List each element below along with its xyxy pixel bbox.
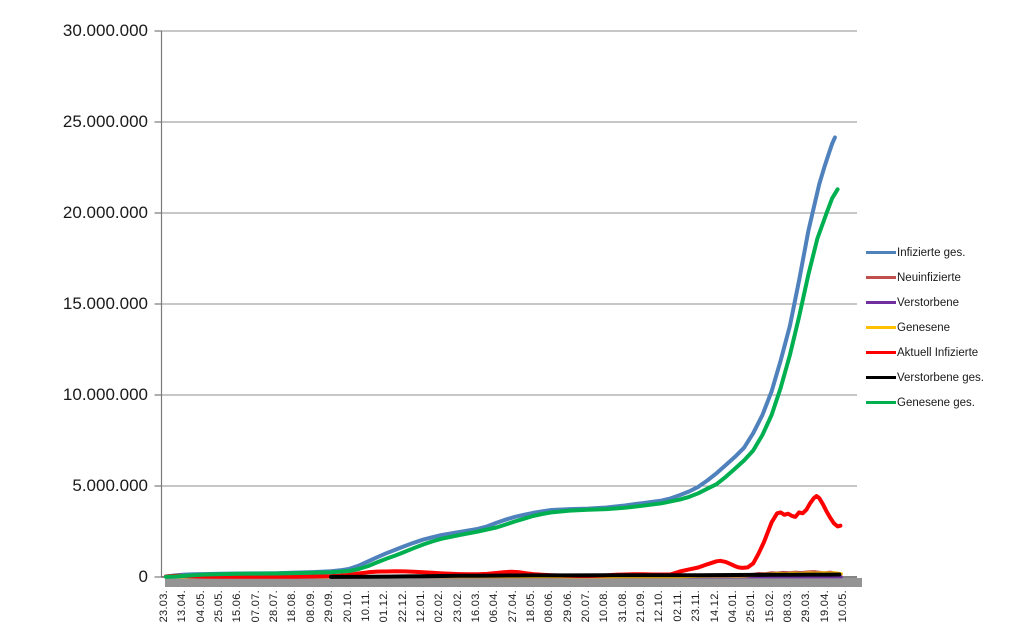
y-tick-label: 15.000.000 bbox=[62, 294, 148, 313]
legend-line-swatch bbox=[866, 401, 896, 404]
x-tick-label: 13.04. bbox=[176, 590, 189, 623]
x-tick-label: 23.11. bbox=[690, 590, 703, 622]
x-tick-label: 28.07. bbox=[268, 590, 281, 623]
x-tick-label: 08.03. bbox=[781, 590, 794, 623]
legend-label: Genesene bbox=[897, 321, 951, 334]
x-tick-label: 08.09. bbox=[304, 590, 317, 623]
x-tick-label: 12.10. bbox=[653, 590, 666, 623]
x-tick-label: 31.08. bbox=[616, 590, 629, 623]
x-tick-label: 18.08. bbox=[286, 590, 299, 623]
y-tick-label: 5.000.000 bbox=[72, 476, 148, 495]
x-tick-label: 12.01. bbox=[414, 590, 427, 623]
legend-line-swatch bbox=[866, 251, 896, 254]
x-tick-label: 01.12. bbox=[378, 590, 391, 623]
y-tick-label: 10.000.000 bbox=[62, 385, 148, 404]
x-tick-label: 23.03. bbox=[158, 590, 170, 623]
y-tick-label: 0 bbox=[138, 567, 148, 586]
x-tick-label: 21.09. bbox=[635, 590, 648, 623]
series-line bbox=[164, 135, 837, 579]
x-tick-label: 14.12. bbox=[708, 590, 721, 623]
series-line bbox=[164, 494, 843, 579]
x-tick-label: 23.02. bbox=[451, 590, 464, 623]
legend-item: Genesene ges. bbox=[866, 390, 984, 415]
legend-label: Neuinfizierte bbox=[897, 271, 961, 284]
x-tick-label: 10.11. bbox=[359, 590, 372, 622]
legend-item: Verstorbene bbox=[866, 290, 984, 315]
series-line bbox=[329, 572, 842, 579]
x-tick-label: 29.06. bbox=[561, 590, 574, 623]
x-tick-label: 07.07. bbox=[249, 590, 262, 623]
legend-label: Infizierte ges. bbox=[897, 246, 966, 259]
x-axis-shadow-bar bbox=[165, 578, 862, 587]
x-tick-label: 15.02. bbox=[763, 590, 776, 623]
x-tick-label: 15.06. bbox=[231, 590, 244, 623]
x-tick-label: 10.08. bbox=[598, 590, 611, 623]
x-tick-label: 16.03. bbox=[469, 590, 482, 623]
x-tick-label: 29.09. bbox=[323, 590, 336, 623]
x-tick-label: 25.05. bbox=[213, 590, 226, 623]
legend-label: Verstorbene bbox=[897, 296, 960, 309]
y-tick-label: 30.000.000 bbox=[62, 21, 148, 40]
legend-line-swatch bbox=[866, 376, 896, 379]
legend-line-swatch bbox=[866, 351, 896, 354]
x-tick-label: 19.04. bbox=[818, 590, 831, 623]
series-line bbox=[164, 187, 840, 579]
legend-line-swatch bbox=[866, 326, 896, 329]
x-tick-label: 08.06. bbox=[543, 590, 556, 623]
y-tick-label: 20.000.000 bbox=[62, 203, 148, 222]
legend-label: Genesene ges. bbox=[897, 396, 976, 409]
legend-item: Aktuell Infizierte bbox=[866, 340, 984, 365]
x-tick-label: 29.03. bbox=[800, 590, 813, 623]
y-tick-label: 25.000.000 bbox=[62, 112, 148, 131]
legend-line-swatch bbox=[866, 276, 896, 279]
x-tick-label: 20.07. bbox=[580, 590, 593, 623]
x-tick-label: 02.11. bbox=[671, 590, 684, 622]
legend-label: Verstorbene ges. bbox=[897, 371, 984, 384]
x-tick-label: 20.10. bbox=[341, 590, 354, 623]
legend-item: Genesene bbox=[866, 315, 984, 340]
legend-item: Neuinfizierte bbox=[866, 265, 984, 290]
x-tick-label: 22.12. bbox=[396, 590, 409, 623]
x-tick-label: 04.05. bbox=[194, 590, 207, 623]
legend: Infizierte ges. Neuinfizierte Verstorbene G… bbox=[866, 240, 984, 415]
x-tick-label: 25.01. bbox=[745, 590, 758, 623]
legend-item: Verstorbene ges. bbox=[866, 365, 984, 390]
legend-item: Infizierte ges. bbox=[866, 240, 984, 265]
legend-label: Aktuell Infizierte bbox=[897, 346, 979, 359]
x-tick-label: 10.05. bbox=[836, 590, 849, 623]
x-tick-label: 18.05. bbox=[525, 590, 537, 623]
legend-line-swatch bbox=[866, 301, 896, 304]
x-tick-label: 27.04. bbox=[506, 590, 519, 623]
x-tick-label: 02.02. bbox=[433, 590, 446, 623]
x-tick-label: 06.04. bbox=[488, 590, 501, 623]
x-tick-label: 04.01. bbox=[726, 590, 739, 623]
